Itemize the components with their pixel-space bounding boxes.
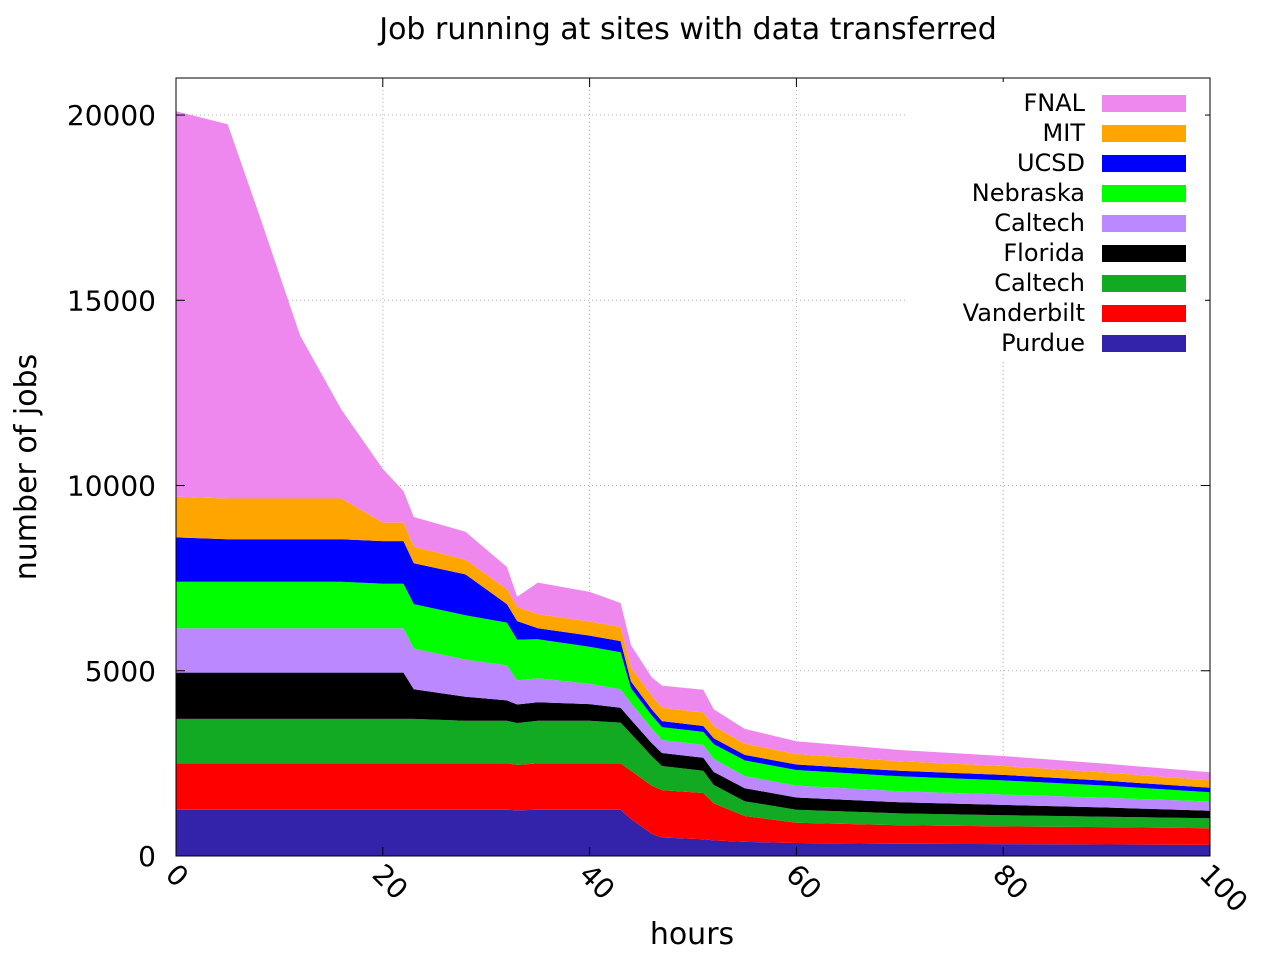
legend-label: Florida: [1003, 239, 1085, 267]
x-axis-title: hours: [650, 917, 734, 952]
legend-item: Vanderbilt: [963, 299, 1186, 327]
legend-item: Caltech: [994, 269, 1186, 297]
legend-swatch: [1102, 95, 1186, 112]
x-tick-label: 0: [159, 858, 195, 894]
y-tick-label: 15000: [67, 284, 156, 317]
area-florida: [176, 672, 1210, 819]
legend-item: Caltech: [994, 209, 1186, 237]
legend-label: Purdue: [1001, 329, 1085, 357]
plot-area: [176, 111, 1210, 856]
legend-swatch: [1102, 185, 1186, 202]
legend-label: Nebraska: [972, 179, 1085, 207]
area-ucsd: [176, 537, 1210, 793]
legend-swatch: [1102, 305, 1186, 322]
area-purdue: [176, 809, 1210, 856]
y-tick-label: 5000: [85, 655, 156, 688]
area-mit: [176, 496, 1210, 788]
area-caltech: [176, 628, 1210, 811]
y-axis-title: number of jobs: [9, 354, 44, 580]
plot-frame: [175, 77, 1211, 857]
axis-ticks: 0 5000 10000 15000 20000 0 20 40 60 80 100: [67, 78, 1254, 919]
legend-label: FNAL: [1023, 89, 1085, 117]
y-tick-label: 0: [138, 840, 156, 873]
x-tick-label: 20: [366, 858, 415, 907]
legend-item: FNAL: [1023, 89, 1186, 117]
y-tick-label: 10000: [67, 470, 156, 503]
area-nebraska: [176, 581, 1210, 802]
x-tick-label: 80: [986, 858, 1035, 907]
legend-item: UCSD: [1017, 149, 1186, 177]
legend-swatch: [1102, 275, 1186, 292]
legend-item: Purdue: [1001, 329, 1186, 357]
legend-item: Nebraska: [972, 179, 1186, 207]
legend-swatch: [1102, 335, 1186, 352]
legend-label: Caltech: [994, 209, 1085, 237]
legend-item: Florida: [1003, 239, 1186, 267]
legend-swatch: [1102, 125, 1186, 142]
legend-swatch: [1102, 155, 1186, 172]
area-vanderbilt: [176, 763, 1210, 845]
legend-item: MIT: [1043, 119, 1186, 147]
x-tick-label: 100: [1193, 858, 1254, 919]
legend-label: Vanderbilt: [963, 299, 1085, 327]
chart-title: Job running at sites with data transferr…: [377, 12, 997, 47]
legend-swatch: [1102, 245, 1186, 262]
legend-label: Caltech: [994, 269, 1085, 297]
legend-swatch: [1102, 215, 1186, 232]
y-tick-label: 20000: [67, 99, 156, 132]
legend: FNALMITUCSDNebraskaCaltechFloridaCaltech…: [905, 82, 1205, 360]
x-tick-label: 60: [779, 858, 828, 907]
legend-label: MIT: [1043, 119, 1086, 147]
x-tick-label: 40: [573, 858, 622, 907]
area-caltech: [176, 718, 1210, 829]
legend-label: UCSD: [1017, 149, 1085, 177]
